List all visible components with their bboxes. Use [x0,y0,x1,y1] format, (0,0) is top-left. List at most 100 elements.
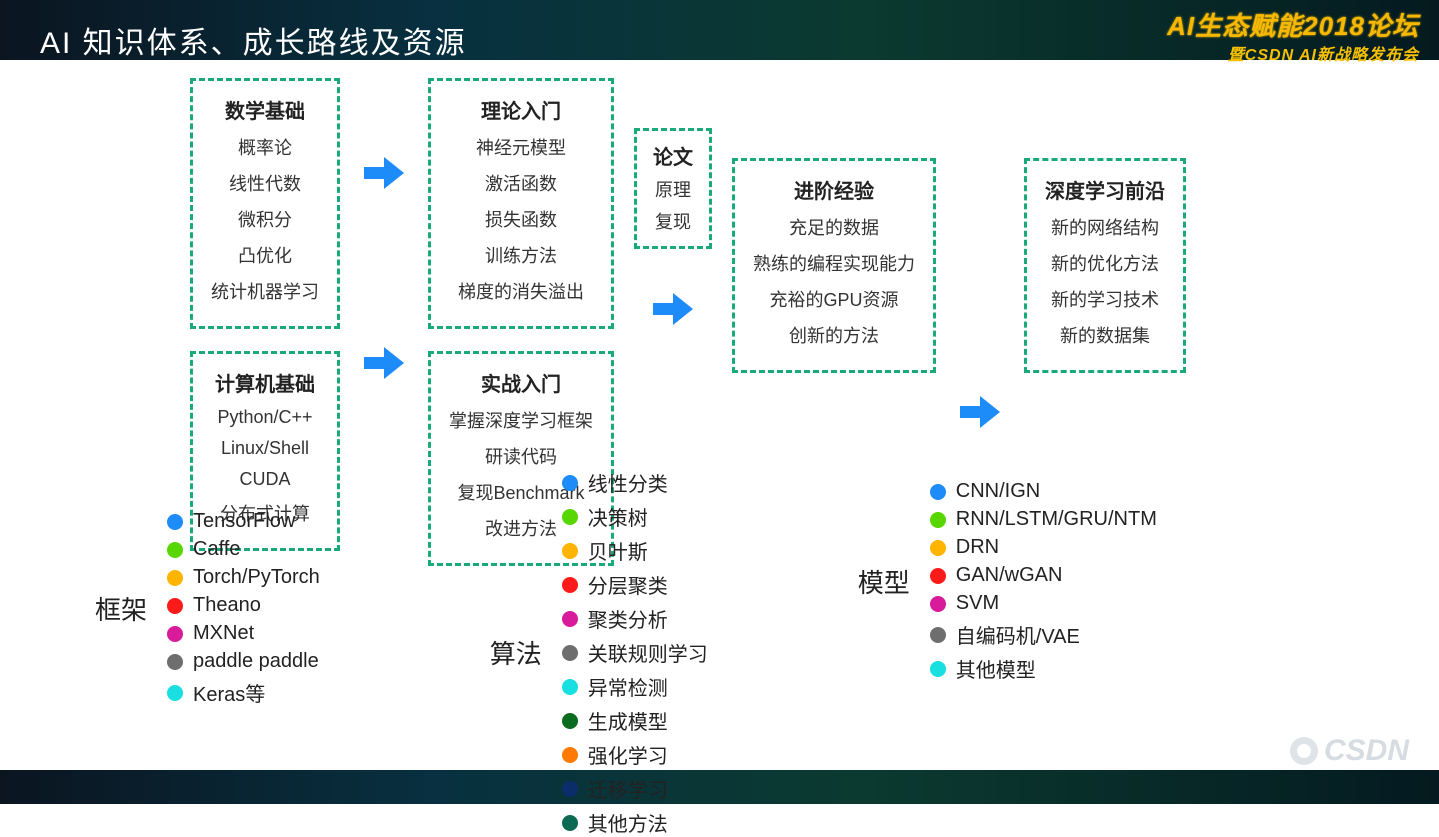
bullet-item: 其他方法 [562,808,708,837]
bottom-categories: 框架 TensorFlowCaffeTorch/PyTorchTheanoMXN… [0,490,1439,837]
bullet-dot [167,542,183,558]
box-item: Python/C++ [211,407,319,428]
bullet-item: Keras等 [167,678,320,707]
bullet-item: RNN/LSTM/GRU/NTM [930,508,1157,531]
bullet-text: 迁移学习 [588,774,668,803]
bullet-text: Torch/PyTorch [193,566,320,589]
bullet-dot [930,568,946,584]
box-theory-intro: 理论入门 神经元模型激活函数损失函数训练方法梯度的消失溢出 [428,78,614,329]
bullet-dot [167,626,183,642]
bullet-dot [562,611,578,627]
bullet-text: 其他方法 [588,808,668,837]
bullet-item: 其他模型 [930,654,1157,683]
bullet-item: 异常检测 [562,672,708,701]
bullet-item: CNN/IGN [930,480,1157,503]
bullet-item: 分层聚类 [562,570,708,599]
stage-1-column: 数学基础 概率论线性代数微积分凸优化统计机器学习 计算机基础 Python/C+… [190,78,340,551]
bullet-text: DRN [956,536,999,559]
bullet-text: Caffe [193,538,240,561]
bullet-dot [167,598,183,614]
bullet-text: RNN/LSTM/GRU/NTM [956,508,1157,531]
event-logo: AI生态赋能2018论坛 暨CSDN AI新战略发布会 [1167,6,1419,65]
box-advanced-exp: 进阶经验 充足的数据熟练的编程实现能力充裕的GPU资源创新的方法 [732,158,936,373]
bullet-item: 线性分类 [562,468,708,497]
bullet-text: GAN/wGAN [956,564,1063,587]
bullet-dot [562,645,578,661]
bullet-item: 生成模型 [562,706,708,735]
box-title: 计算机基础 [211,368,319,397]
box-item: 充裕的GPU资源 [753,286,915,312]
page-title: AI 知识体系、成长路线及资源 [40,18,467,62]
box-title: 论文 [653,141,693,170]
bullet-text: 关联规则学习 [588,638,708,667]
bullet-item: Theano [167,594,320,617]
bullet-dot [562,747,578,763]
bullet-dot [562,543,578,559]
box-title: 数学基础 [211,95,319,124]
bullet-item: paddle paddle [167,650,320,673]
box-item: 损失函数 [449,206,593,232]
category-label: 模型 [858,563,910,600]
bullet-text: CNN/IGN [956,480,1040,503]
category-label: 算法 [490,634,542,671]
box-dl-frontier: 深度学习前沿 新的网络结构新的优化方法新的学习技术新的数据集 [1024,158,1186,373]
bullet-dot [930,627,946,643]
box-math-basics: 数学基础 概率论线性代数微积分凸优化统计机器学习 [190,78,340,329]
bullet-dot [930,596,946,612]
bullet-text: paddle paddle [193,650,319,673]
bullet-dot [167,685,183,701]
box-title: 实战入门 [449,368,593,397]
bullet-text: 分层聚类 [588,570,668,599]
bullet-item: 贝叶斯 [562,536,708,565]
bullet-dot [167,514,183,530]
bullet-dot [562,509,578,525]
bullet-text: 强化学习 [588,740,668,769]
box-item: CUDA [211,469,319,490]
arrow-icon [360,153,408,193]
arrow-icon [956,392,1004,432]
bullet-dot [930,512,946,528]
bullet-item: Torch/PyTorch [167,566,320,589]
bullet-text: 异常检测 [588,672,668,701]
bullet-item: 关联规则学习 [562,638,708,667]
bullet-dot [167,654,183,670]
bullet-text: MXNet [193,622,254,645]
arrow-column-1 [360,78,408,458]
bullet-item: GAN/wGAN [930,564,1157,587]
box-title: 深度学习前沿 [1045,175,1165,204]
box-item: 微积分 [211,206,319,232]
box-item: 充足的数据 [753,214,915,240]
bullet-dot [930,540,946,556]
bullet-item: 决策树 [562,502,708,531]
box-paper: 论文 原理 复现 [634,128,712,249]
bullet-text: 贝叶斯 [588,536,648,565]
bullet-item: TensorFlow [167,510,320,533]
bullet-text: 聚类分析 [588,604,668,633]
box-item: 线性代数 [211,170,319,196]
bullet-item: 聚类分析 [562,604,708,633]
bullet-text: 决策树 [588,502,648,531]
bullet-item: 自编码机/VAE [930,620,1157,649]
box-item: 梯度的消失溢出 [449,278,593,304]
box-item: 复现 [653,208,693,234]
bullet-item: 迁移学习 [562,774,708,803]
box-item: 新的数据集 [1045,322,1165,348]
bullet-item: 强化学习 [562,740,708,769]
box-item: 掌握深度学习框架 [449,407,593,433]
bullet-text: 自编码机/VAE [956,620,1080,649]
arrow-icon [360,343,408,383]
box-item: 熟练的编程实现能力 [753,250,915,276]
bullet-dot [562,781,578,797]
bullet-text: 线性分类 [588,468,668,497]
bullet-dot [562,475,578,491]
box-title: 进阶经验 [753,175,915,204]
category-algorithms: 算法 线性分类决策树贝叶斯分层聚类聚类分析关联规则学习异常检测生成模型强化学习迁… [490,468,708,837]
box-item: Linux/Shell [211,438,319,459]
box-item: 概率论 [211,134,319,160]
bullet-dot [930,484,946,500]
bullet-item: Caffe [167,538,320,561]
box-item: 激活函数 [449,170,593,196]
box-item: 统计机器学习 [211,278,319,304]
bullet-dot [562,713,578,729]
bullet-dot [167,570,183,586]
